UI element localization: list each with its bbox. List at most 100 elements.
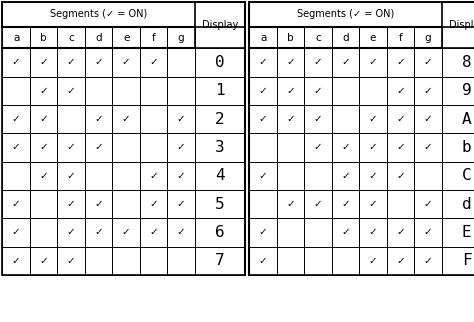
Bar [85,133,112,162]
Bar [112,27,140,48]
Text: ✓: ✓ [67,227,75,238]
Bar [2,133,30,162]
Bar [167,162,195,190]
Bar [277,247,304,275]
Text: 8: 8 [462,55,472,70]
Bar [112,162,140,190]
Text: ✓: ✓ [94,57,103,68]
Text: ✓: ✓ [396,227,405,238]
Text: ✓: ✓ [12,199,20,209]
Bar [387,133,414,162]
Bar [442,77,474,105]
Bar [140,162,167,190]
Text: ✓: ✓ [396,171,405,181]
Text: ✓: ✓ [369,57,377,68]
Text: ✓: ✓ [314,114,322,124]
Bar [195,48,245,77]
Bar [140,247,167,275]
Bar [2,77,30,105]
Text: ✓: ✓ [39,171,48,181]
Text: f: f [399,33,402,43]
Bar [332,48,359,77]
Text: ✓: ✓ [149,171,158,181]
Text: A: A [462,112,472,127]
Text: ✓: ✓ [424,256,432,266]
Bar [414,247,442,275]
Bar [414,77,442,105]
Bar [304,48,332,77]
Text: ✓: ✓ [369,114,377,124]
Text: c: c [315,33,321,43]
Bar [359,133,387,162]
Bar [140,27,167,48]
Text: ✓: ✓ [286,114,295,124]
Bar [85,218,112,247]
Text: g: g [178,33,184,43]
Text: g: g [425,33,431,43]
Bar [167,27,195,48]
Text: 3: 3 [215,140,225,155]
Bar [332,133,359,162]
Bar [85,247,112,275]
Text: C: C [462,168,472,183]
Bar [112,48,140,77]
Text: ✓: ✓ [396,114,405,124]
Bar [30,247,57,275]
Text: ✓: ✓ [341,57,350,68]
Text: ✓: ✓ [122,57,130,68]
Text: 7: 7 [215,253,225,268]
Bar [195,133,245,162]
Text: ✓: ✓ [12,142,20,153]
Text: Display: Display [448,20,474,30]
Bar [249,2,474,27]
Bar [112,247,140,275]
Text: ✓: ✓ [177,114,185,124]
Text: ✓: ✓ [314,86,322,96]
Bar [442,190,474,218]
Text: ✓: ✓ [122,227,130,238]
Text: ✓: ✓ [67,171,75,181]
Text: F: F [462,253,472,268]
Bar [195,218,245,247]
Bar [304,133,332,162]
Bar [112,133,140,162]
Bar [442,105,474,133]
Text: ✓: ✓ [341,199,350,209]
Text: ✓: ✓ [149,199,158,209]
Text: ✓: ✓ [396,57,405,68]
Text: Display: Display [201,20,238,30]
Bar [57,77,85,105]
Text: 9: 9 [462,83,472,98]
Bar [2,27,30,48]
Bar [332,247,359,275]
Bar [249,218,277,247]
Bar [332,190,359,218]
Text: ✓: ✓ [369,227,377,238]
Bar [442,218,474,247]
Text: ✓: ✓ [259,114,267,124]
Text: 6: 6 [215,225,225,240]
Bar [140,133,167,162]
Bar [57,48,85,77]
Bar [195,2,245,48]
Bar [387,77,414,105]
Text: ✓: ✓ [396,86,405,96]
Text: ✓: ✓ [67,57,75,68]
Bar [359,77,387,105]
Text: ✓: ✓ [94,227,103,238]
Text: ✓: ✓ [177,227,185,238]
Bar [85,105,112,133]
Bar [140,105,167,133]
Bar [167,48,195,77]
Bar [2,247,30,275]
Bar [249,190,277,218]
Bar [442,247,474,275]
Bar [2,162,30,190]
Text: ✓: ✓ [259,256,267,266]
Bar [442,162,474,190]
Bar [387,218,414,247]
Bar [414,133,442,162]
Text: ✓: ✓ [286,86,295,96]
Bar [359,247,387,275]
Text: ✓: ✓ [39,57,48,68]
